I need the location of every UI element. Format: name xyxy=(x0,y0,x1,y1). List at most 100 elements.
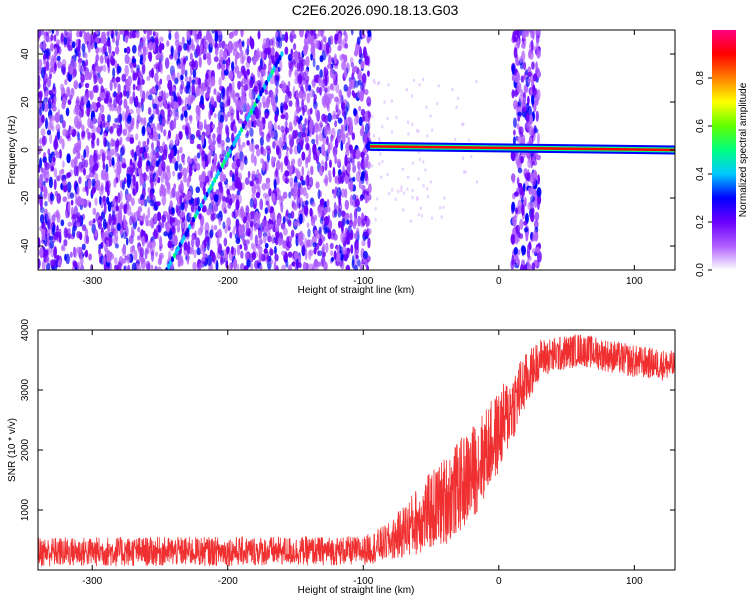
spectrogram-cell xyxy=(84,52,88,59)
spectrogram-cell xyxy=(202,185,206,196)
spectrogram-cell xyxy=(367,131,371,137)
spectrogram-cell xyxy=(161,187,167,197)
spectrogram-cell xyxy=(536,47,540,59)
spectrogram-cell xyxy=(280,102,284,114)
spectrogram-cell xyxy=(516,81,522,94)
spectrogram-cell xyxy=(191,79,196,85)
spectrogram-cell xyxy=(411,188,414,193)
spectrogram-cell xyxy=(80,73,86,83)
spectrogram-cell xyxy=(248,88,254,100)
spectrogram-cell xyxy=(228,185,234,191)
spectrogram-cell xyxy=(410,94,413,98)
spectrogram-cell xyxy=(422,160,425,164)
spectrogram-cell xyxy=(108,101,112,112)
spectrogram-cell xyxy=(116,222,121,232)
spectrogram-cell xyxy=(153,229,158,240)
spectrogram-cell xyxy=(352,148,357,159)
spectrogram-cell xyxy=(281,264,286,270)
spectrogram-cell xyxy=(265,133,271,143)
spectrogram-cell xyxy=(334,96,340,103)
spectrogram-cell xyxy=(362,115,366,122)
spectrogram-cell xyxy=(376,81,380,86)
spectrogram-cell xyxy=(78,167,84,173)
spectrogram-cell xyxy=(39,157,43,169)
spectrogram-cell xyxy=(56,254,60,261)
spectrogram-cell xyxy=(531,61,535,70)
spectrogram-cell xyxy=(292,43,297,51)
spectrogram-cell xyxy=(514,233,519,245)
spectrogram-cell xyxy=(535,110,539,122)
spectrogram-cell xyxy=(137,226,141,233)
spectrogram-cell xyxy=(129,96,133,105)
spectrogram-cell xyxy=(526,262,530,270)
spectrogram-cell xyxy=(277,124,281,131)
spectrogram-cell xyxy=(202,204,207,213)
spectrogram-cell xyxy=(333,113,337,120)
spectrogram-cell xyxy=(174,77,179,85)
spectrogram-cell xyxy=(133,183,138,195)
spectrogram-cell xyxy=(261,183,267,191)
spectrogram-cell xyxy=(219,153,224,160)
spectrogram-cell xyxy=(205,34,210,41)
spectrogram-cell xyxy=(125,237,129,246)
spectrogram-cell xyxy=(138,70,143,77)
spectrogram-cell xyxy=(239,41,243,52)
spectrogram-cell xyxy=(231,173,236,184)
spectrogram-cell xyxy=(96,101,101,108)
spectrogram-cell xyxy=(290,182,293,188)
spectrogram-cell xyxy=(60,168,65,175)
spectrogram-cell xyxy=(194,197,198,207)
spectrogram-cell xyxy=(353,208,358,221)
spectrogram-cell xyxy=(167,112,171,122)
spectrogram-cell xyxy=(140,117,144,123)
spectrogram-cell xyxy=(61,246,66,252)
spectrogram-cell xyxy=(216,213,220,220)
spectrogram-cell xyxy=(228,105,234,114)
spectrogram-cell xyxy=(226,111,231,118)
spectrogram-cell xyxy=(88,154,94,167)
spectrogram-cell xyxy=(511,63,515,75)
spectrogram-cell xyxy=(222,221,226,230)
spectrogram-cell xyxy=(117,261,122,268)
spectrogram-cell xyxy=(519,218,524,230)
spectrogram-cell xyxy=(370,164,374,168)
spectrogram-cell xyxy=(324,160,328,172)
spectrogram-cell xyxy=(160,52,164,63)
spectrogram-cell xyxy=(101,31,106,39)
spectrogram-cell xyxy=(39,247,44,259)
spectrogram-cell xyxy=(302,261,308,270)
spectrogram-cell xyxy=(311,201,316,208)
spectrogram-cell xyxy=(223,174,227,182)
spectrogram-cell xyxy=(240,30,244,38)
spectrogram-cell xyxy=(172,170,176,177)
spectrogram-cell xyxy=(101,113,105,122)
spectrogram-cell xyxy=(536,154,541,161)
spectrogram-cell xyxy=(267,120,273,132)
spectrogram-cell xyxy=(82,167,87,176)
y-tick-label: 0 xyxy=(20,147,31,153)
spectrogram-cell xyxy=(259,264,263,270)
spectrogram-cell xyxy=(122,128,128,136)
spectrogram-cell xyxy=(456,96,460,101)
spectrogram-cell xyxy=(313,93,317,102)
spectrogram-cell xyxy=(73,80,79,90)
spectrogram-cell xyxy=(240,93,246,106)
spectrogram-cell xyxy=(306,222,310,228)
spectrogram-cell xyxy=(108,213,112,226)
spectrogram-cell xyxy=(536,250,542,263)
spectrogram-cell xyxy=(397,189,400,194)
spectrogram-cell xyxy=(234,30,239,37)
spectrogram-cell xyxy=(357,79,362,86)
spectrogram-cell xyxy=(522,266,526,270)
spectrogram-cell xyxy=(523,37,527,47)
spectrogram-cell xyxy=(232,49,238,57)
spectrogram-cell xyxy=(92,101,98,113)
spectrogram-cell xyxy=(379,152,382,156)
spectrogram-cell xyxy=(71,87,75,95)
spectrogram-cell xyxy=(417,129,420,134)
spectrogram-cell xyxy=(65,107,70,117)
spectrogram-cell xyxy=(94,197,98,206)
spectrogram-cell xyxy=(353,232,358,240)
colorbar-tick-label: 0.0 xyxy=(695,263,706,277)
spectrogram-cell xyxy=(519,55,523,64)
